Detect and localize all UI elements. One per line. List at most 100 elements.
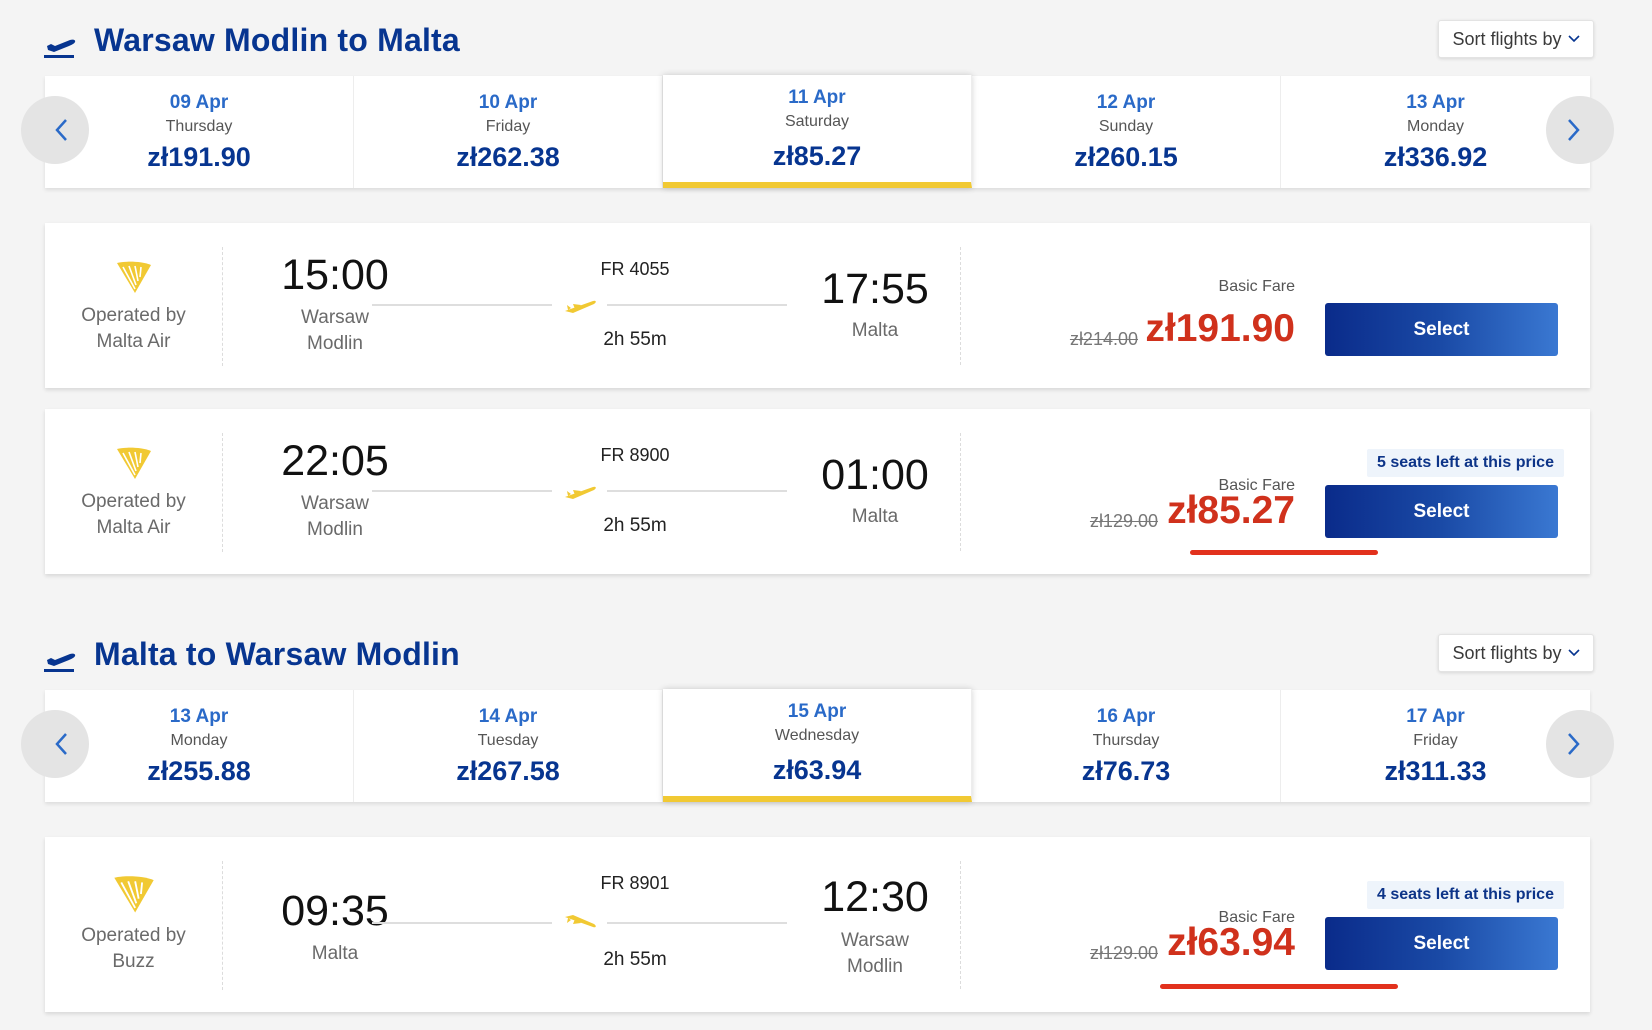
- weekday-label: Monday: [170, 732, 228, 749]
- seats-left-badge: 4 seats left at this price: [1367, 881, 1564, 909]
- date-option-selected[interactable]: 15 Apr Wednesday zł63.94: [663, 689, 972, 802]
- original-price: zł214.00: [1069, 329, 1138, 349]
- date-label: 09 Apr: [169, 92, 229, 113]
- departure-time: 15:00: [281, 251, 389, 299]
- route-line: [372, 922, 552, 924]
- weekday-label: Thursday: [1092, 732, 1160, 749]
- arrival-time: 17:55: [821, 265, 929, 313]
- original-price: zł129.00: [1089, 943, 1158, 963]
- date-option[interactable]: 13 Apr Monday zł336.92: [1281, 76, 1590, 188]
- next-dates-button[interactable]: [1546, 96, 1614, 164]
- flight-card: Operated by Malta Air 15:00 Warsaw Modli…: [45, 223, 1590, 388]
- date-label: 14 Apr: [478, 706, 538, 727]
- date-label: 13 Apr: [169, 706, 229, 727]
- date-price: zł76.73: [1081, 756, 1171, 786]
- sort-label: Sort flights by: [1452, 28, 1562, 49]
- date-option[interactable]: 17 Apr Friday zł311.33: [1281, 690, 1590, 802]
- prev-dates-button[interactable]: [21, 710, 89, 778]
- operator-block: Operated by Buzz: [45, 861, 223, 990]
- flight-duration: 2h 55m: [603, 329, 667, 350]
- date-option[interactable]: 12 Apr Sunday zł260.15: [972, 76, 1281, 188]
- select-flight-button[interactable]: Select: [1325, 917, 1558, 970]
- date-price: zł260.15: [1074, 142, 1178, 172]
- plane-icon: [565, 915, 596, 928]
- date-option[interactable]: 13 Apr Monday zł255.88: [45, 690, 354, 802]
- outbound-title: Warsaw Modlin to Malta: [94, 22, 460, 58]
- route-line: [372, 490, 552, 492]
- fare-label: Basic Fare: [1218, 909, 1295, 926]
- date-price: zł255.88: [147, 756, 251, 786]
- card-divider: [960, 247, 961, 365]
- departure-city: Warsaw: [301, 307, 369, 328]
- fare-price: zł63.94: [1167, 921, 1295, 964]
- date-option[interactable]: 09 Apr Thursday zł191.90: [45, 76, 354, 188]
- route-line: [607, 922, 787, 924]
- date-label: 13 Apr: [1406, 92, 1465, 113]
- weekday-label: Thursday: [165, 118, 233, 135]
- departure-city-line2: Modlin: [307, 333, 363, 354]
- date-label: 10 Apr: [478, 92, 538, 113]
- next-dates-button[interactable]: [1546, 710, 1614, 778]
- sort-label: Sort flights by: [1452, 642, 1562, 663]
- operator-line: Operated by: [81, 305, 186, 326]
- plane-departure-icon: [44, 653, 76, 672]
- arrival-time: 01:00: [821, 451, 929, 499]
- chevron-left-icon: [55, 119, 67, 141]
- date-option-selected[interactable]: 11 Apr Saturday zł85.27: [663, 75, 972, 188]
- date-label: 11 Apr: [788, 87, 846, 108]
- date-label: 17 Apr: [1406, 706, 1465, 727]
- weekday-label: Tuesday: [477, 732, 539, 749]
- chevron-down-icon: [1567, 35, 1580, 43]
- price-highlight-underline: [1190, 550, 1378, 555]
- departure-time: 09:35: [281, 887, 389, 935]
- weekday-label: Wednesday: [774, 727, 860, 744]
- price-highlight-underline: [1160, 984, 1398, 989]
- card-divider: [960, 433, 961, 551]
- flight-duration: 2h 55m: [603, 515, 667, 536]
- prev-dates-button[interactable]: [21, 96, 89, 164]
- date-carousel: 13 Apr Monday zł255.88 14 Apr Tuesday zł…: [21, 689, 1614, 802]
- card-divider: [960, 861, 961, 989]
- weekday-label: Monday: [1407, 118, 1464, 135]
- arrival-time: 12:30: [821, 873, 929, 921]
- operator-line: Operated by: [81, 491, 186, 512]
- operator-name: Malta Air: [96, 331, 171, 352]
- flight-card: Operated by Malta Air 22:05 Warsaw Modli…: [45, 409, 1590, 574]
- chevron-right-icon: [1568, 733, 1580, 755]
- date-option[interactable]: 10 Apr Friday zł262.38: [354, 76, 663, 188]
- date-label: 15 Apr: [787, 701, 847, 722]
- outbound-header: Warsaw Modlin to Malta Sort flights by: [44, 18, 1594, 68]
- date-label: 16 Apr: [1096, 706, 1156, 727]
- flight-number: FR 4055: [600, 259, 670, 279]
- date-carousel: 09 Apr Thursday zł191.90 10 Apr Friday z…: [21, 75, 1614, 188]
- flight-number: FR 8901: [600, 873, 670, 893]
- select-flight-button[interactable]: Select: [1325, 485, 1558, 538]
- sort-flights-button[interactable]: Sort flights by: [1438, 20, 1594, 58]
- route-line: [607, 304, 787, 306]
- fare-label: Basic Fare: [1218, 278, 1295, 295]
- plane-icon: [565, 486, 596, 499]
- operator-name: Malta Air: [96, 517, 171, 538]
- harp-logo-icon: [113, 876, 154, 913]
- original-price: zł129.00: [1089, 511, 1158, 531]
- operator-name: Buzz: [112, 951, 155, 972]
- date-label: 12 Apr: [1096, 92, 1156, 113]
- flight-duration: 2h 55m: [603, 949, 667, 970]
- harp-logo-icon: [116, 447, 151, 479]
- departure-time: 22:05: [281, 437, 389, 485]
- seats-left-badge: 5 seats left at this price: [1367, 449, 1564, 477]
- fare-label: Basic Fare: [1218, 477, 1295, 494]
- date-price: zł267.58: [456, 756, 560, 786]
- plane-icon: [565, 300, 596, 313]
- route-line: [607, 490, 787, 492]
- select-flight-button[interactable]: Select: [1325, 303, 1558, 356]
- return-header: Malta to Warsaw Modlin Sort flights by: [44, 632, 1594, 682]
- date-option[interactable]: 16 Apr Thursday zł76.73: [972, 690, 1281, 802]
- date-option[interactable]: 14 Apr Tuesday zł267.58: [354, 690, 663, 802]
- departure-city-line2: Modlin: [307, 519, 363, 540]
- date-price: zł336.92: [1383, 142, 1488, 172]
- fare-price: zł191.90: [1145, 307, 1295, 350]
- date-price: zł85.27: [772, 141, 862, 171]
- arrival-city: Warsaw: [841, 930, 909, 951]
- sort-flights-button[interactable]: Sort flights by: [1438, 634, 1594, 672]
